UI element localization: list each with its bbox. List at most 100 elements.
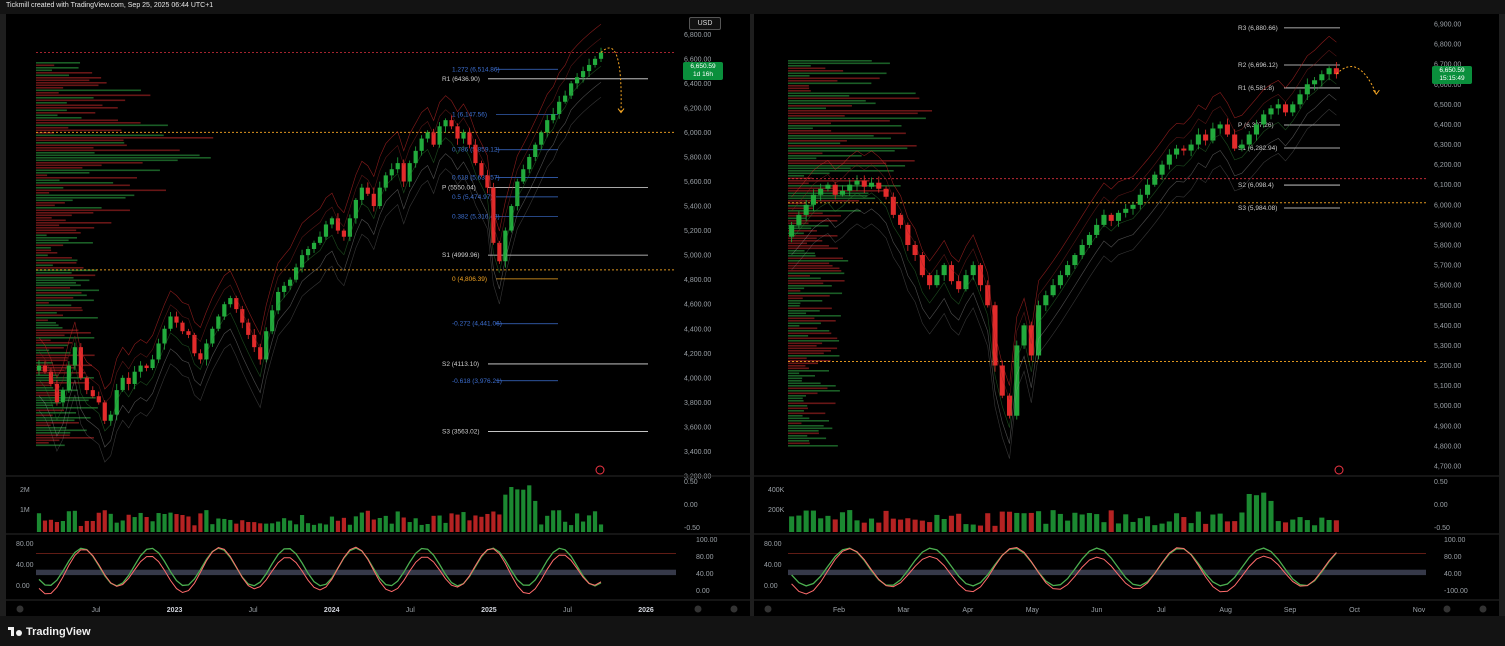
volume-profile-bar xyxy=(788,390,840,392)
volume-profile-bar xyxy=(36,314,64,317)
volume-profile-bar xyxy=(788,245,829,247)
volume-bar xyxy=(977,525,984,532)
currency-badge[interactable]: USD xyxy=(689,17,721,30)
volume-profile-bar xyxy=(788,400,804,402)
volume-profile-bar xyxy=(788,377,803,380)
pivot-level-label: S3 (3563.02) xyxy=(442,428,480,435)
y-tick-label: 6,800.00 xyxy=(1434,42,1461,49)
volume-profile-bar xyxy=(36,409,65,412)
pivot-level-label: S3 (5,984.08) xyxy=(1238,205,1277,212)
volume-profile-bar xyxy=(788,285,832,287)
oscillator-tick-label: 0.00 xyxy=(684,502,698,509)
candle-body xyxy=(956,281,962,290)
volume-bar xyxy=(42,520,48,532)
tradingview-logo[interactable]: TradingView xyxy=(8,626,91,638)
volume-bar xyxy=(575,513,580,532)
volume-profile-bar xyxy=(36,184,130,187)
volume-profile-bar xyxy=(788,197,876,200)
candle-body xyxy=(1130,204,1136,209)
volume-bar xyxy=(1065,520,1071,532)
volume-profile-bar xyxy=(788,95,850,97)
candle-body xyxy=(270,310,275,332)
daily-chart-svg[interactable]: 6,900.00 6,800.00 6,700.00 6,600.00 6,500.00… xyxy=(754,14,1499,616)
volume-profile-bar xyxy=(788,267,840,270)
pivot-level-label: R2 (6,696.12) xyxy=(1238,62,1278,69)
volume-profile-bar xyxy=(36,112,96,114)
y-tick-label: 4,800.00 xyxy=(1434,443,1461,450)
volume-profile-bar xyxy=(36,72,93,74)
candle-body xyxy=(551,114,556,121)
candle-body xyxy=(503,230,508,262)
candle-body xyxy=(114,390,119,415)
volume-profile-bar xyxy=(788,355,840,357)
y-tick-label: 5,800.00 xyxy=(1434,242,1461,249)
volume-profile-bar xyxy=(36,414,53,417)
daily-chart-pane[interactable]: 6,900.00 6,800.00 6,700.00 6,600.00 6,500.00… xyxy=(754,14,1499,616)
y-tick-label: 5,000.00 xyxy=(1434,403,1461,410)
candle-body xyxy=(48,371,54,384)
bar-countdown: 1d 16h xyxy=(693,71,713,78)
volume-bar xyxy=(437,515,442,532)
x-tick-label: Oct xyxy=(1349,607,1360,614)
envelope-band-line xyxy=(791,49,1337,400)
oscillator-tick-label: 0.00 xyxy=(1434,502,1448,509)
volume-bar xyxy=(1304,520,1310,532)
candle-body xyxy=(162,328,167,344)
volume-profile-bar xyxy=(36,322,56,324)
volume-profile-bar xyxy=(788,107,826,110)
volume-profile-bar xyxy=(788,80,838,82)
volume-profile-bar xyxy=(788,235,838,237)
candle-body xyxy=(479,163,484,176)
volume-profile-bar xyxy=(788,387,828,390)
volume-profile-bar xyxy=(788,130,832,132)
candle-body xyxy=(825,184,831,189)
last-price-value: 6,650.59 xyxy=(690,63,716,70)
y-tick-label: 4,900.00 xyxy=(1434,423,1461,430)
weekly-chart-pane[interactable]: 6,800.00 6,600.00 6,400.00 6,200.00 6,000.00… xyxy=(6,14,750,616)
volume-bar xyxy=(425,524,430,532)
y-tick-label: 4,000.00 xyxy=(684,375,711,382)
envelope-band-line xyxy=(38,37,602,404)
candle-body xyxy=(1203,134,1209,141)
candle-body xyxy=(132,371,137,384)
rsi-right-tick-label: 40.00 xyxy=(696,571,714,578)
weekly-chart-svg[interactable]: 6,800.00 6,600.00 6,400.00 6,200.00 6,000.00… xyxy=(6,14,750,616)
volume-profile-bar xyxy=(36,432,71,434)
volume-bar xyxy=(1072,512,1078,532)
candle-body xyxy=(963,275,969,290)
volume-profile-bar xyxy=(36,429,87,432)
volume-bar xyxy=(1174,513,1180,532)
log-scale-button-icon xyxy=(730,605,738,613)
envelope-band-line xyxy=(38,65,602,432)
x-tick-label: Mar xyxy=(897,607,910,614)
volume-profile-bar xyxy=(788,272,845,275)
volume-bar xyxy=(898,519,904,532)
volume-bar xyxy=(861,522,867,532)
volume-bar xyxy=(1036,511,1042,532)
volume-profile-bar xyxy=(36,427,67,429)
y-tick-label: 4,700.00 xyxy=(1434,463,1461,470)
volume-profile-bar xyxy=(36,292,82,294)
volume-bar xyxy=(941,519,947,532)
volume-profile-bar xyxy=(788,407,808,410)
rsi-right-tick-label: -100.00 xyxy=(1444,588,1468,595)
volume-profile-bar xyxy=(36,89,141,92)
volume-profile-bar xyxy=(788,205,815,207)
volume-profile-bar xyxy=(36,402,61,404)
y-tick-label: 5,300.00 xyxy=(1434,343,1461,350)
brand-name: TradingView xyxy=(26,626,91,638)
zoom-button-icon xyxy=(764,605,772,613)
volume-bar xyxy=(84,520,89,532)
volume-profile-bar xyxy=(36,122,141,124)
volume-profile-bar xyxy=(36,377,94,379)
candle-body xyxy=(1253,124,1260,135)
volume-profile-bar xyxy=(36,392,61,394)
y-tick-label: 5,000.00 xyxy=(684,253,711,260)
y-tick-label: 5,600.00 xyxy=(684,179,711,186)
volume-bar xyxy=(839,512,846,532)
volume-profile-bar xyxy=(36,144,127,147)
volume-bar xyxy=(126,514,131,532)
projection-arrow-head xyxy=(617,108,625,114)
candle-body xyxy=(36,365,42,371)
volume-bar xyxy=(1232,521,1238,532)
